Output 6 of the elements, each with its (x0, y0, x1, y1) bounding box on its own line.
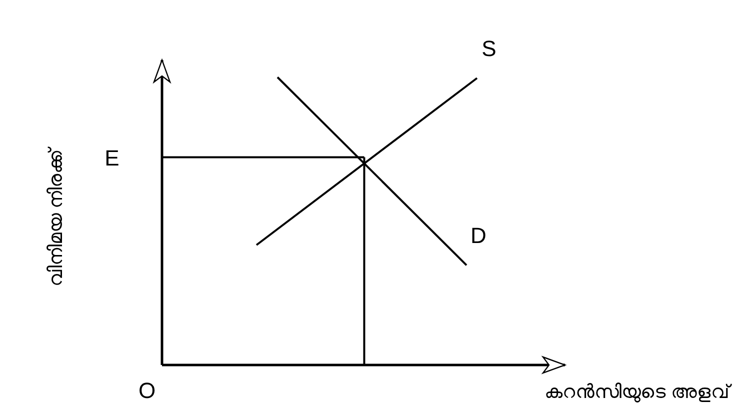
series-label: D (470, 223, 486, 248)
y-axis-title: വിനിമയ നിരക്ക് (46, 146, 67, 287)
ref-line-label: E (104, 145, 120, 170)
series-label: S (482, 36, 496, 62)
x-axis-title: കറൻസിയുടെ അളവ് (544, 382, 732, 403)
text: O (138, 378, 156, 403)
